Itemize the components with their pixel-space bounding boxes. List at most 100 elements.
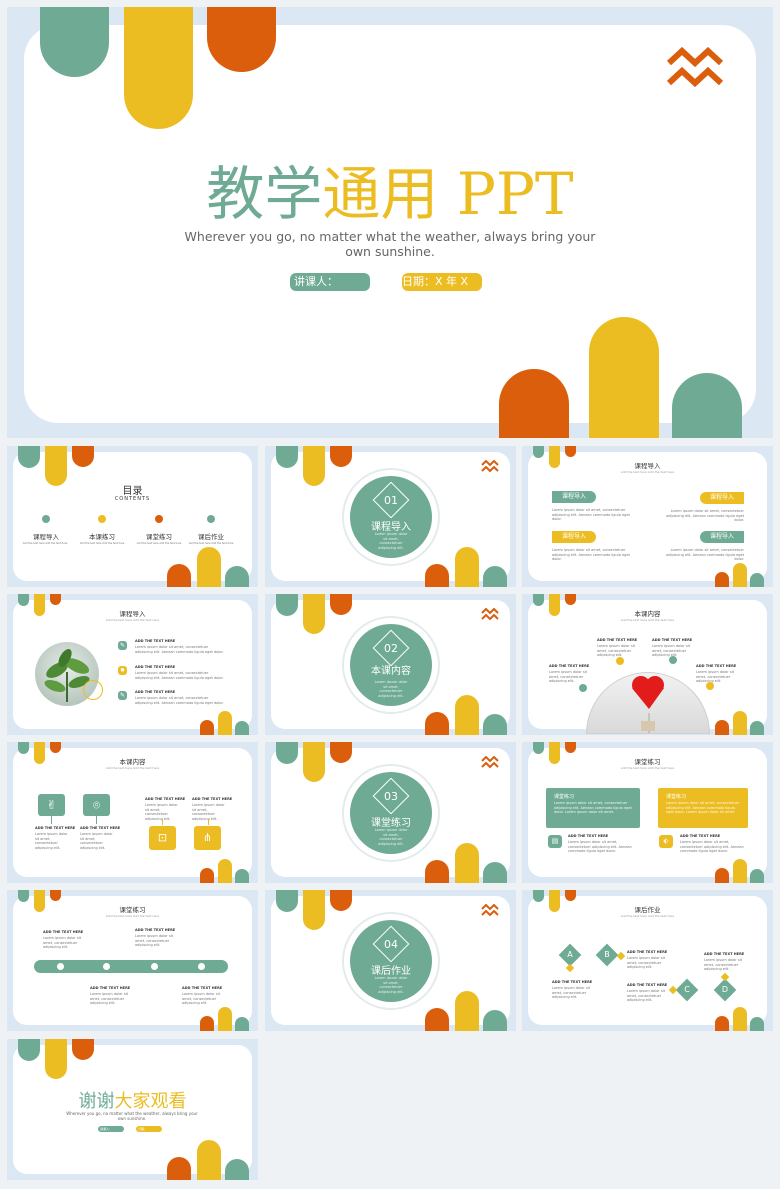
green-arch-decoration (235, 721, 249, 735)
item-heading-3: ADD THE TEXT HERE (627, 983, 668, 987)
thanks-subtitle: Wherever you go, no matter what the weat… (66, 1111, 198, 1121)
orange-drop-decoration (330, 594, 352, 615)
yellow-drop-decoration (549, 594, 560, 616)
thanks-title-part1: 谢谢 (78, 1091, 115, 1112)
yellow-arch-decoration (733, 1007, 747, 1031)
section-title: 课程导入 (371, 522, 411, 533)
orange-arch-decoration (200, 1016, 214, 1031)
zigzag-icon (481, 756, 499, 769)
section-03-slide[interactable]: 03 课堂练习 Lorem ipsum dolor sit amet, cons… (265, 742, 516, 883)
section-02-slide[interactable]: 02 本课内容 Lorem ipsum dolor sit amet, cons… (265, 594, 516, 735)
intro-pill-3[interactable]: 课程导入 (552, 531, 596, 543)
contents-item-3[interactable]: 课堂练习 (146, 533, 172, 541)
heart-balloon-icon (632, 676, 664, 733)
section-desc: Lorem ipsum dolor sit amet, consectetuer… (374, 828, 408, 846)
orange-drop-decoration (330, 742, 352, 763)
item-body-2: Lorem ipsum dolor sit amet, consectetuer… (80, 832, 113, 850)
orange-arch-decoration (425, 564, 449, 587)
class-practice-boxes-slide[interactable]: 课堂练习 Add the text here Add the text here… (522, 742, 773, 883)
contents-item-desc-3: Add the text here Add the text here (136, 542, 182, 545)
yellow-drop-decoration (303, 446, 325, 486)
item-body-2: Lorem ipsum dolor sit amet, consectetuer… (135, 671, 224, 680)
section-number: 04 (384, 938, 398, 951)
item-heading-3: ADD THE TEXT HERE (145, 797, 186, 801)
intro-pill-2[interactable]: 课程导入 (700, 492, 744, 504)
item-heading-4: ADD THE TEXT HERE (182, 986, 223, 990)
orange-drop-decoration (207, 7, 276, 72)
item-body-1: Lorem ipsum dolor sit amet, consectetuer… (43, 936, 82, 949)
course-intro-plant-slide[interactable]: 课程导入 Add the text here Add the text here… (7, 594, 258, 735)
item-heading-2: ADD THE TEXT HERE (627, 950, 668, 954)
plant-photo (35, 642, 99, 706)
contents-item-2[interactable]: 本课练习 (89, 533, 115, 541)
orange-drop-decoration (330, 446, 352, 467)
green-drop-decoration (18, 446, 40, 468)
intro-body-2: Lorem ipsum dolor sit amet, consectetuer… (666, 509, 744, 522)
zigzag-icon (481, 608, 499, 621)
yellow-arch-decoration (733, 563, 747, 587)
yellow-drop-decoration (34, 890, 45, 912)
intro-pill-4[interactable]: 课程导入 (700, 531, 744, 543)
lesson-content-icons-slide[interactable]: 本课内容 Add the text here Add the text here… (7, 742, 258, 883)
orange-drop-decoration (50, 890, 61, 901)
section-desc: Lorem ipsum dolor sit amet, consectetuer… (374, 976, 408, 994)
section-04-slide[interactable]: 04 课后作业 Lorem ipsum dolor sit amet, cons… (265, 890, 516, 1031)
yellow-drop-decoration (34, 742, 45, 764)
icon-connector (96, 816, 97, 824)
box-title: 课堂练习 (666, 794, 687, 800)
green-drop-decoration (276, 890, 298, 912)
contents-slide[interactable]: 目录 CONTENTS 课程导入 本课练习 课堂练习 课后作业 Add the … (7, 446, 258, 587)
item-heading-1: ADD THE TEXT HERE (135, 639, 176, 643)
section-disc: 01 课程导入 Lorem ipsum dolor sit amet, cons… (350, 476, 432, 558)
lesson-content-arc-slide[interactable]: 本课内容 Add the text here Add the text here… (522, 594, 773, 735)
class-practice-timeline-slide[interactable]: 课堂练习 Add the text here Add the text here… (7, 890, 258, 1031)
arc-dot-1 (616, 657, 624, 665)
cover-slide[interactable]: 教学通用 PPT Wherever you go, no matter what… (7, 7, 773, 438)
slide-subtitle: Add the text here Add the text here (105, 766, 160, 770)
slide-title: 课程导入 (119, 610, 146, 618)
orange-arch-decoration (167, 1157, 191, 1180)
date-badge: 日期：X 年 X 月 (402, 273, 482, 306)
item-body-3: Lorem ipsum dolor sit amet, consectetuer… (145, 803, 178, 821)
diamond-b-letter: B (604, 950, 610, 959)
icon-connector (51, 816, 52, 824)
section-title: 课后作业 (371, 966, 411, 977)
green-arch-decoration (750, 573, 764, 587)
edit-icon: ✎ (118, 641, 127, 650)
lecturer-badge: 讲课人： (98, 1126, 124, 1132)
orange-arch-decoration (425, 1008, 449, 1031)
section-01-slide[interactable]: 01 课程导入 Lorem ipsum dolor sit amet, cons… (265, 446, 516, 587)
zigzag-icon (481, 460, 499, 473)
icon-connector (162, 819, 163, 825)
intro-pill-1[interactable]: 课程导入 (552, 491, 596, 503)
orange-drop-decoration (72, 446, 94, 467)
icon-connector (208, 819, 209, 825)
section-title: 课堂练习 (371, 818, 411, 829)
orange-arch-decoration (167, 564, 191, 587)
yellow-drop-decoration (549, 742, 560, 764)
contents-item-4[interactable]: 课后作业 (198, 533, 224, 541)
contents-item-1[interactable]: 课程导入 (33, 533, 59, 541)
cover-title-part1: 教学 (206, 160, 323, 228)
date-badge: 日期： (136, 1126, 162, 1132)
orange-arch-decoration (425, 712, 449, 735)
lecturer-badge: 讲课人： (290, 273, 370, 291)
thanks-title-part2: 大家观看 (114, 1091, 187, 1112)
section-number: 03 (384, 790, 398, 803)
thanks-slide[interactable]: 谢谢大家观看 Wherever you go, no matter what t… (7, 1039, 258, 1180)
timeline-node-2 (103, 963, 110, 970)
slide-title: 课堂练习 (634, 758, 661, 766)
course-intro-slide[interactable]: 课程导入 Add the text here Add the text here… (522, 446, 773, 587)
section-disc: 04 课后作业 Lorem ipsum dolor sit amet, cons… (350, 920, 432, 1002)
orange-arch-decoration (715, 572, 729, 587)
green-drop-decoration (18, 890, 29, 902)
slide-subtitle: Add the text here Add the text here (105, 914, 160, 918)
contents-item-desc-4: Add the text here Add the text here (188, 542, 234, 545)
homework-diamonds-slide[interactable]: 课后作业 Add the text here Add the text here… (522, 890, 773, 1031)
orange-drop-decoration (565, 742, 576, 753)
green-drop-decoration (276, 446, 298, 468)
item-heading-2: ADD THE TEXT HERE (135, 665, 176, 669)
yellow-arch-decoration (455, 547, 479, 587)
green-drop-decoration (533, 890, 544, 902)
yellow-arch-decoration (455, 695, 479, 735)
